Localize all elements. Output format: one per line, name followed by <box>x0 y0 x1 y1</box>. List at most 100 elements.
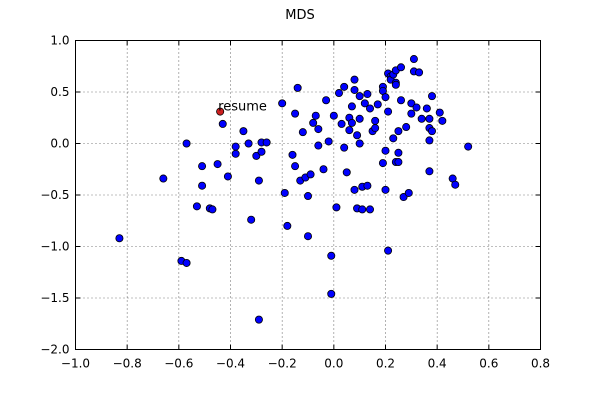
data-point <box>182 139 191 148</box>
data-point <box>332 203 341 212</box>
data-point <box>254 315 263 324</box>
data-point <box>363 181 372 190</box>
data-point <box>303 232 312 241</box>
data-point <box>244 139 253 148</box>
data-point <box>213 160 222 169</box>
data-point <box>239 127 248 136</box>
data-point <box>252 151 261 160</box>
axis-ticks <box>75 40 541 350</box>
data-point <box>404 188 413 197</box>
data-point <box>358 205 367 214</box>
data-point <box>314 125 323 134</box>
data-point <box>373 100 382 109</box>
data-point <box>293 83 302 92</box>
data-point <box>182 258 191 267</box>
data-points <box>115 55 473 324</box>
data-point <box>345 126 354 135</box>
data-point <box>464 142 473 151</box>
data-point <box>391 80 400 89</box>
data-point <box>425 136 434 145</box>
y-tick-label: 1.0 <box>50 34 69 48</box>
data-point <box>396 63 405 72</box>
data-point <box>422 104 431 113</box>
data-point <box>402 123 411 132</box>
data-point <box>350 185 359 194</box>
data-point <box>342 168 351 177</box>
data-point <box>355 114 364 123</box>
tick-labels: −1.0 −0.8 −0.6 −0.4 −0.2 0.0 0.2 0.4 0.6 0.8 1.0 0.… <box>40 34 550 371</box>
data-point <box>278 99 287 108</box>
x-tick-label: 0.6 <box>479 357 498 371</box>
data-point <box>223 172 232 181</box>
x-tick-label: −1.0 <box>61 357 90 371</box>
data-point <box>412 103 421 112</box>
data-point <box>254 176 263 185</box>
data-point <box>394 158 403 167</box>
data-point <box>425 114 434 123</box>
data-point <box>257 147 266 156</box>
data-point <box>396 96 405 105</box>
data-point <box>327 251 336 260</box>
data-point <box>381 185 390 194</box>
data-point <box>378 159 387 168</box>
data-point <box>355 92 364 101</box>
data-point <box>353 131 362 140</box>
data-point <box>394 127 403 136</box>
data-point <box>435 108 444 117</box>
data-point <box>280 188 289 197</box>
x-tick-label: 0.2 <box>376 357 395 371</box>
annotations: resume <box>218 100 267 115</box>
x-tick-label: 0.4 <box>428 357 447 371</box>
data-point <box>438 116 447 125</box>
data-point <box>247 215 256 224</box>
data-point <box>192 202 201 211</box>
data-point <box>327 289 336 298</box>
data-point <box>231 149 240 158</box>
data-point <box>415 68 424 77</box>
data-point <box>159 174 168 183</box>
y-tick-label: 0.0 <box>50 137 69 151</box>
data-point <box>371 124 380 133</box>
y-tick-label: −1.0 <box>40 240 69 254</box>
data-point <box>198 181 207 190</box>
data-point <box>337 119 346 128</box>
data-point <box>303 192 312 201</box>
data-point <box>340 82 349 91</box>
data-point <box>381 146 390 155</box>
highlight-label: resume <box>218 100 267 115</box>
data-point <box>384 107 393 116</box>
data-point <box>309 118 318 127</box>
x-tick-label: 0.8 <box>531 357 550 371</box>
data-point <box>355 139 364 148</box>
data-point <box>322 96 331 105</box>
data-point <box>340 143 349 152</box>
data-point <box>291 109 300 118</box>
data-point <box>360 99 369 108</box>
data-point <box>365 104 374 113</box>
chart-title: MDS <box>285 8 314 23</box>
data-point <box>381 93 390 102</box>
data-point <box>407 109 416 118</box>
data-point <box>231 142 240 151</box>
data-point <box>399 193 408 202</box>
data-point <box>319 165 328 174</box>
x-tick-label: −0.6 <box>164 357 193 371</box>
x-tick-label: 0.0 <box>324 357 343 371</box>
data-point <box>425 167 434 176</box>
data-point <box>208 205 217 214</box>
data-point <box>350 85 359 94</box>
data-point <box>427 92 436 101</box>
data-point <box>407 99 416 108</box>
x-tick-label: −0.8 <box>113 357 142 371</box>
data-point <box>324 137 333 146</box>
data-point <box>262 138 271 147</box>
data-point <box>218 119 227 128</box>
data-point <box>363 90 372 99</box>
data-point <box>409 55 418 64</box>
data-point <box>288 150 297 159</box>
data-point <box>347 118 356 127</box>
data-point <box>384 246 393 255</box>
data-point <box>198 162 207 171</box>
data-point <box>306 170 315 179</box>
